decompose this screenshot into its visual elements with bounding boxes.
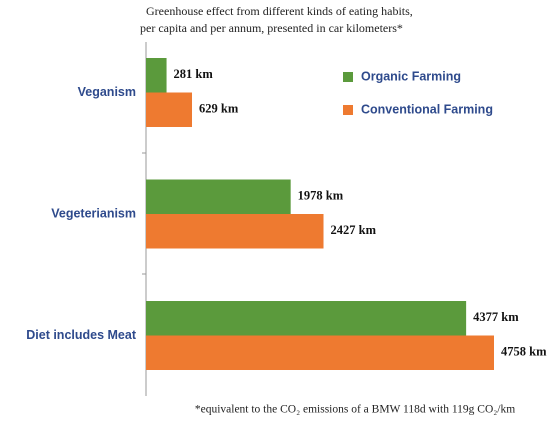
legend-label: Conventional Farming [361,102,493,116]
value-label: 2427 km [331,223,377,237]
value-label: 1978 km [298,189,344,203]
value-label: 281 km [174,67,214,81]
bar [146,92,193,127]
value-label: 4758 km [501,345,547,359]
category-label: Veganism [78,85,136,99]
legend-label: Organic Farming [361,69,461,83]
category-label: Diet includes Meat [26,328,137,342]
value-label: 629 km [199,102,239,116]
chart-title: per capita and per annum, presented in c… [140,21,403,35]
bar [146,335,494,370]
bar [146,58,167,93]
category-label: Vegeterianism [51,206,136,220]
chart-title: Greenhouse effect from different kinds o… [146,4,413,18]
value-label: 4377 km [473,310,519,324]
bar [146,301,467,336]
footnote: *equivalent to the CO₂ emissions of a BM… [195,404,515,416]
bar [146,214,324,249]
legend-swatch [343,105,353,115]
legend-swatch [343,72,353,82]
bar [146,179,291,214]
